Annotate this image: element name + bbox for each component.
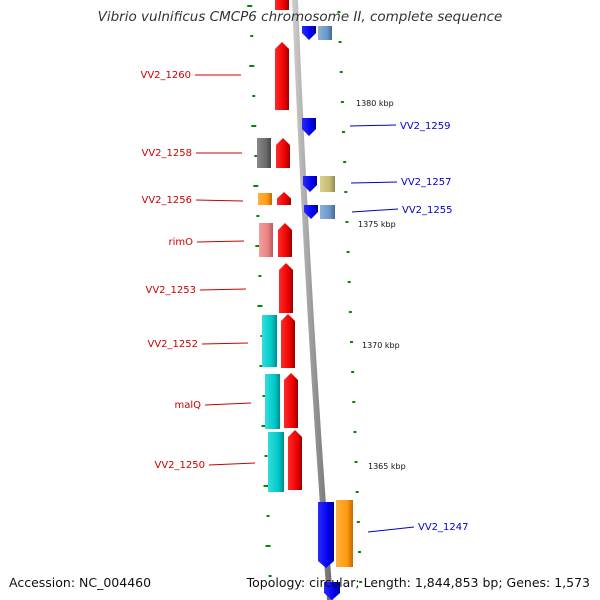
kbp-label-1380: 1380 kbp	[356, 99, 394, 108]
gene-label-right[interactable]: VV2_1255	[351, 205, 453, 216]
kbp-label-1365: 1365 kbp	[368, 462, 406, 471]
svg-text:rimO: rimO	[168, 237, 193, 248]
svg-text:VV2_1253: VV2_1253	[146, 285, 197, 296]
gene-block-olive[interactable]	[320, 176, 335, 192]
gene-features	[257, 0, 353, 600]
gene-label-right[interactable]: VV2_1257	[350, 177, 452, 188]
kbp-label-1375: 1375 kbp	[358, 220, 396, 229]
position-ticks	[247, 5, 363, 583]
svg-text:malQ: malQ	[174, 400, 201, 411]
gene-arrow-forward[interactable]	[278, 223, 292, 257]
gene-arrow-forward[interactable]	[284, 373, 298, 428]
gene-arrow-reverse[interactable]	[302, 26, 316, 40]
gene-arrow-reverse[interactable]	[302, 118, 316, 136]
gene-block-cyan[interactable]	[265, 374, 280, 429]
gene-label-right[interactable]: VV2_1259	[349, 121, 451, 132]
map-title: Vibrio vulnificus CMCP6 chromosome II, c…	[97, 9, 503, 25]
gene-arrow-reverse[interactable]	[318, 502, 334, 568]
svg-text:VV2_1252: VV2_1252	[148, 339, 199, 350]
gene-label-left[interactable]: malQ	[174, 400, 252, 411]
gene-block-pink[interactable]	[259, 223, 273, 257]
gene-label-left[interactable]: VV2_1256	[142, 195, 244, 206]
gene-arrow-forward[interactable]	[275, 42, 289, 110]
gene-label-left[interactable]: VV2_1253	[146, 285, 247, 296]
gene-arrow-forward[interactable]	[281, 314, 295, 368]
gene-arrow-reverse[interactable]	[304, 205, 318, 219]
svg-text:VV2_1255: VV2_1255	[402, 205, 453, 216]
gene-block-steel[interactable]	[318, 26, 332, 40]
gene-arrow-forward[interactable]	[277, 192, 291, 205]
gene-arrow-forward[interactable]	[275, 0, 289, 10]
gene-block-steel[interactable]	[320, 205, 335, 219]
chromosome-backbone	[292, 0, 333, 600]
gene-arrow-forward[interactable]	[276, 138, 290, 168]
gene-block-orange[interactable]	[258, 193, 272, 205]
gene-block-cyan[interactable]	[262, 315, 277, 367]
gene-arrow-reverse[interactable]	[303, 176, 317, 192]
gene-label-left[interactable]: VV2_1260	[141, 70, 242, 81]
gene-arrow-reverse[interactable]	[324, 582, 340, 600]
topology-text: Topology: circular; Length: 1,844,853 bp…	[246, 575, 590, 590]
svg-text:VV2_1247: VV2_1247	[418, 522, 469, 533]
svg-text:VV2_1259: VV2_1259	[400, 121, 451, 132]
gene-label-left[interactable]: VV2_1252	[148, 339, 249, 350]
svg-text:VV2_1256: VV2_1256	[142, 195, 193, 206]
gene-arrow-forward[interactable]	[288, 430, 302, 490]
svg-text:VV2_1260: VV2_1260	[141, 70, 192, 81]
svg-text:VV2_1258: VV2_1258	[142, 148, 193, 159]
gene-arrow-forward[interactable]	[279, 263, 293, 313]
svg-text:VV2_1257: VV2_1257	[401, 177, 452, 188]
gene-label-left[interactable]: VV2_1250	[155, 460, 256, 471]
kbp-label-1370: 1370 kbp	[362, 341, 400, 350]
gene-label-left[interactable]: VV2_1258	[142, 148, 243, 159]
gene-block-orange[interactable]	[336, 500, 353, 567]
svg-text:VV2_1250: VV2_1250	[155, 460, 206, 471]
gene-block-cyan[interactable]	[268, 432, 284, 492]
gene-label-left[interactable]: rimO	[168, 237, 245, 248]
gene-block-gray[interactable]	[257, 138, 271, 168]
gene-label-right[interactable]: VV2_1247	[367, 522, 469, 533]
accession-text: Accession: NC_004460	[9, 575, 152, 590]
